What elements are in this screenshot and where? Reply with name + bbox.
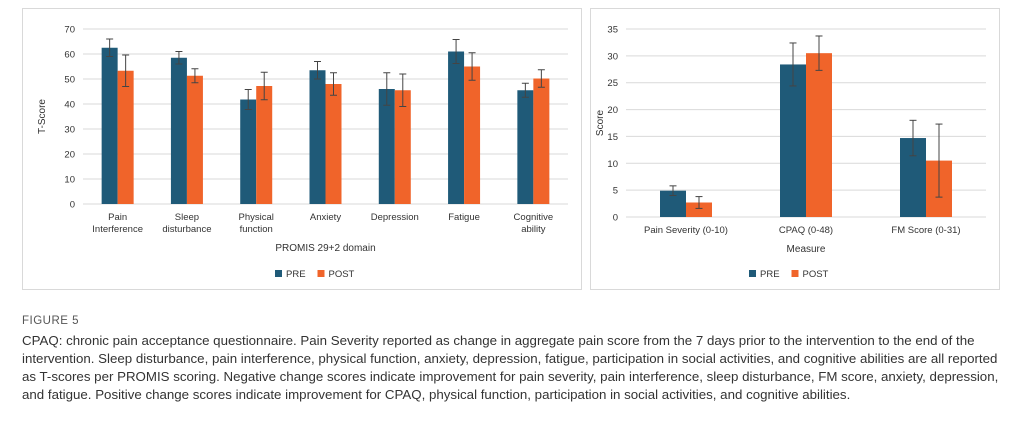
measure-chart-panel: 0 5 10 15 20 25 30 35 Score Pain Severity (0-10) C…: [590, 8, 1000, 290]
x-tick-label: FM Score (0-31): [891, 225, 960, 236]
y-tick-label: 70: [64, 25, 75, 36]
legend-swatch-post: [317, 270, 325, 277]
y-axis-title: Score: [595, 110, 606, 137]
legend: PRE POST: [749, 269, 829, 280]
bar-post: [256, 86, 273, 204]
y-tick-label: 5: [613, 186, 618, 197]
legend-label-pre: PRE: [286, 269, 306, 280]
bar-post: [117, 70, 134, 204]
error-bar: [909, 119, 917, 157]
x-tick-label: Sleep disturbance: [162, 212, 211, 235]
bar-post: [325, 84, 342, 204]
error-bar: [695, 196, 703, 209]
x-tick-label: Pain Interference: [92, 212, 143, 235]
x-tick-label: CPAQ (0-48): [779, 225, 833, 236]
bar-pre: [448, 51, 465, 204]
bar-pre: [378, 89, 395, 204]
error-bar: [815, 35, 823, 71]
legend-swatch-pre: [749, 270, 756, 277]
bar-post: [533, 78, 550, 204]
error-bar: [789, 42, 797, 87]
y-tick-label: 15: [607, 132, 618, 143]
y-tick-label: 10: [64, 175, 75, 186]
y-tick-label: 20: [607, 105, 618, 116]
bar-post: [806, 53, 832, 217]
error-bar: [521, 82, 529, 98]
error-bar: [244, 89, 252, 110]
legend-swatch-pre: [275, 270, 282, 277]
error-bar: [122, 54, 130, 87]
bar-pre: [170, 57, 187, 204]
legend-label-post: POST: [329, 269, 355, 280]
bar-post: [186, 75, 203, 204]
y-axis-title: T-Score: [37, 99, 48, 134]
y-tick-label: 60: [64, 50, 75, 61]
y-tick-label: 30: [607, 51, 618, 62]
bar-post: [394, 90, 411, 204]
bar-post: [464, 66, 481, 204]
x-axis-title: PROMIS 29+2 domain: [275, 243, 375, 254]
bar-pre: [309, 70, 326, 204]
measure-chart: 0 5 10 15 20 25 30 35 Score Pain Severity (0-10) C…: [595, 25, 986, 280]
legend-swatch-post: [791, 270, 799, 277]
x-axis-title: Measure: [787, 244, 826, 255]
y-tick-label: 25: [607, 78, 618, 89]
y-tick-label: 0: [70, 200, 75, 211]
error-bar: [260, 71, 268, 101]
legend-label-post: POST: [803, 269, 829, 280]
promis-chart: 0 10 20 30 40 50 60 70 T-Score Pain Interference Sl…: [37, 25, 568, 280]
legend-label-pre: PRE: [760, 269, 780, 280]
error-bar: [399, 73, 407, 107]
x-tick-label: Anxiety: [310, 212, 341, 223]
bar-pre: [240, 99, 257, 204]
error-bar: [452, 39, 460, 64]
error-bar: [191, 68, 199, 84]
bar-pre: [780, 64, 806, 217]
legend: PRE POST: [275, 269, 355, 280]
y-tick-label: 0: [613, 213, 618, 224]
x-tick-label: Depression: [371, 212, 419, 223]
x-tick-label: Physical function: [239, 212, 274, 235]
bar-post: [686, 202, 712, 217]
error-bar: [383, 72, 391, 106]
error-bar: [935, 123, 943, 198]
error-bar: [314, 61, 321, 80]
y-tick-label: 30: [64, 125, 75, 136]
promis-chart-panel: 0 10 20 30 40 50 60 70 T-Score Pain Interference Sl…: [22, 8, 582, 290]
error-bar: [106, 38, 114, 57]
y-tick-label: 50: [64, 75, 75, 86]
x-tick-label: Fatigue: [448, 212, 480, 223]
bar-pre: [101, 47, 118, 204]
error-bar: [669, 185, 677, 197]
y-tick-label: 20: [64, 150, 75, 161]
x-tick-label: Pain Severity (0-10): [644, 225, 728, 236]
figure-label: FIGURE 5: [22, 315, 80, 327]
x-tick-label: Cognitive ability: [514, 212, 554, 235]
y-tick-label: 40: [64, 100, 75, 111]
bar-pre: [517, 90, 534, 204]
figure-caption: CPAQ: chronic pain acceptance questionna…: [22, 333, 999, 402]
error-bar: [468, 52, 476, 81]
y-tick-label: 35: [607, 25, 618, 36]
error-bar: [175, 51, 183, 65]
y-tick-label: 10: [607, 159, 618, 170]
error-bar: [330, 72, 337, 96]
error-bar: [537, 69, 545, 88]
